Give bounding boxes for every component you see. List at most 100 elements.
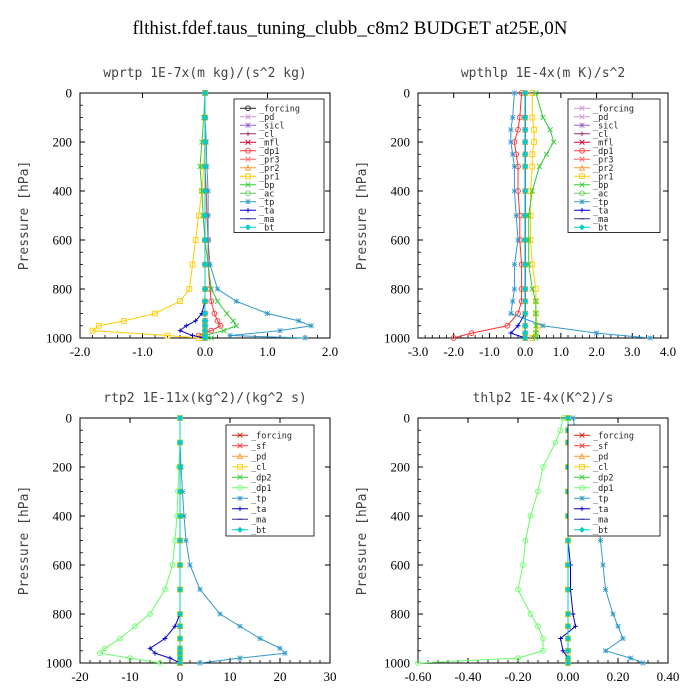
- legend-label: _tp: [593, 198, 608, 208]
- data-point: [236, 452, 244, 460]
- data-point: [89, 327, 96, 334]
- legend-label: _pr1: [259, 172, 279, 182]
- data-point: [515, 323, 521, 329]
- legend-label: _ma: [593, 215, 608, 225]
- data-point: [202, 212, 208, 219]
- data-point: [565, 623, 571, 630]
- legend-entry: _pd: [574, 113, 608, 123]
- legend-entry: _ma: [240, 215, 274, 225]
- legend-entry: _bp: [574, 181, 608, 191]
- data-point: [237, 463, 243, 470]
- data-point: [277, 327, 283, 334]
- x-tick-label: 10: [224, 669, 237, 684]
- data-point: [597, 537, 604, 544]
- data-point: [202, 114, 208, 121]
- x-tick-label: -2.0: [70, 344, 91, 359]
- data-point: [202, 139, 208, 145]
- legend-entry: _forcing: [574, 431, 634, 441]
- legend-label: _bp: [593, 181, 608, 191]
- data-point: [169, 562, 176, 568]
- data-point: [522, 151, 529, 158]
- data-point: [202, 237, 208, 243]
- data-point: [224, 310, 230, 317]
- x-tick-label: -0.40: [454, 669, 481, 684]
- y-tick-label: 0: [66, 411, 73, 426]
- legend-entry: _tp: [574, 494, 608, 504]
- data-point: [533, 90, 539, 96]
- legend-entry: _forcing: [240, 104, 300, 114]
- data-point: [264, 310, 271, 317]
- data-point: [177, 513, 183, 519]
- data-point: [522, 114, 529, 121]
- y-tick-label: 600: [53, 558, 73, 573]
- data-point: [552, 439, 559, 446]
- data-point: [177, 611, 183, 617]
- legend-entry: _forcing: [574, 104, 634, 114]
- data-point: [520, 562, 526, 568]
- x-tick-label: -2.0: [443, 344, 464, 359]
- data-point: [192, 237, 199, 243]
- x-tick-label: 0.40: [657, 669, 680, 684]
- data-point: [245, 131, 251, 137]
- panel-thlp2: thlp2 1E-4x(K^2)/s Pressure [hPa] -0.60 -0.…: [355, 391, 679, 684]
- legend-label: _ac: [593, 189, 608, 199]
- data-point: [202, 286, 208, 292]
- legend-label: _forcing: [259, 104, 300, 114]
- data-point: [533, 330, 539, 336]
- data-point: [186, 286, 193, 292]
- data-point: [558, 636, 563, 641]
- legend-label: _mfl: [259, 138, 279, 148]
- data-point: [529, 163, 536, 170]
- y-tick-label: 1000: [384, 331, 410, 346]
- data-point: [152, 650, 158, 656]
- data-point: [214, 318, 221, 324]
- panel-title: rtp2 1E-11x(kg^2)/(kg^2 s): [103, 391, 307, 406]
- legend: _forcing_sf_pd_cl_dp2_dp1_tp_ta_ma_bt: [225, 424, 315, 537]
- series-bt: [522, 90, 529, 341]
- data-point: [509, 298, 516, 304]
- legend-label: _ta: [593, 206, 608, 216]
- data-point: [647, 335, 653, 341]
- legend-label: _pr1: [593, 172, 613, 182]
- legend-entry: _ma: [574, 515, 608, 525]
- y-tick-label: 1000: [384, 656, 410, 671]
- legend-label: _dp1: [593, 484, 613, 494]
- x-tick-label: -1.0: [132, 344, 153, 359]
- data-point: [245, 105, 251, 112]
- data-point: [522, 212, 529, 219]
- legend-entry: _ac: [240, 189, 274, 199]
- data-point: [578, 452, 586, 460]
- legend-label: _dp2: [593, 473, 613, 483]
- data-point: [245, 224, 251, 231]
- data-point: [195, 212, 202, 219]
- y-tick-label: 400: [53, 184, 73, 199]
- legend-label: _bt: [251, 526, 266, 536]
- data-point: [205, 237, 211, 243]
- data-point: [579, 105, 585, 111]
- x-tick-label: -3.0: [408, 344, 429, 359]
- data-point: [579, 139, 585, 145]
- x-tick-label: -0.60: [404, 669, 431, 684]
- data-point: [189, 261, 196, 268]
- legend-label: _bt: [593, 223, 608, 233]
- data-point: [237, 526, 243, 533]
- y-axis-label: Pressure [hPa]: [17, 486, 32, 596]
- panel-title: wpthlp 1E-4x(m K)/s^2: [461, 66, 625, 81]
- y-tick-label: 800: [391, 607, 411, 622]
- data-point: [202, 188, 208, 194]
- data-point: [237, 655, 243, 661]
- data-point: [522, 163, 529, 170]
- data-point: [527, 611, 534, 617]
- data-point: [208, 335, 214, 341]
- data-point: [95, 322, 102, 329]
- data-point: [578, 164, 586, 171]
- legend-entry: _forcing: [232, 431, 292, 441]
- y-tick-label: 200: [53, 460, 73, 475]
- data-point: [233, 323, 239, 329]
- data-point: [579, 122, 585, 128]
- x-tick-label: 0.0: [197, 344, 213, 359]
- legend-label: _dp2: [251, 473, 271, 483]
- data-point: [529, 261, 536, 268]
- data-point: [522, 126, 529, 133]
